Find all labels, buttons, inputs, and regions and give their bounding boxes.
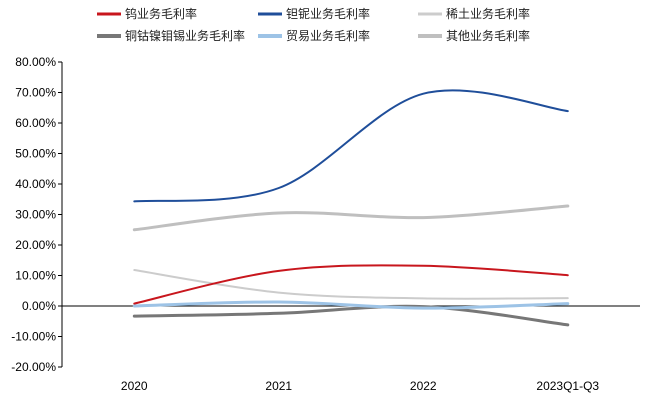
y-tick-label: 40.00%	[15, 177, 56, 191]
y-tick-label: 20.00%	[15, 238, 56, 252]
y-axis: -20.00% -10.00% 0.00% 10.00% 20.00% 30.00% 40.…	[11, 55, 63, 374]
series-line-0	[133, 264, 569, 305]
y-tick-label: -10.00%	[11, 330, 56, 344]
legend-label-3: 铜钴镍钼锡业务毛利率	[125, 28, 245, 43]
series-line-2	[133, 269, 569, 300]
legend-label-5: 其他业务毛利率	[446, 28, 530, 43]
y-tick-label: 50.00%	[15, 147, 56, 161]
series-line-5	[132, 204, 570, 232]
legend-label-2: 稀土业务毛利率	[446, 6, 530, 21]
legend-label-4: 贸易业务毛利率	[286, 28, 370, 43]
x-tick-label: 2022	[410, 379, 437, 393]
legend-label-0: 钨业务毛利率	[125, 6, 197, 21]
y-tick-label: 70.00%	[15, 86, 56, 100]
legend-label-1: 钽铌业务毛利率	[286, 6, 370, 21]
y-tick-label: -20.00%	[11, 360, 56, 374]
x-axis: 2020 2021 2022 2023Q1-Q3	[62, 305, 640, 393]
y-tick-label: 0.00%	[22, 299, 56, 313]
x-tick-label: 2023Q1-Q3	[536, 379, 599, 393]
y-tick-label: 30.00%	[15, 208, 56, 222]
series-lines	[132, 89, 570, 327]
x-tick-label: 2021	[265, 379, 292, 393]
series-line-3	[132, 304, 570, 327]
series-line-1	[133, 89, 569, 203]
y-tick-label: 60.00%	[15, 116, 56, 130]
series-line-4	[132, 300, 570, 310]
y-tick-label: 10.00%	[15, 269, 56, 283]
y-tick-label: 80.00%	[15, 55, 56, 69]
x-tick-label: 2020	[121, 379, 148, 393]
